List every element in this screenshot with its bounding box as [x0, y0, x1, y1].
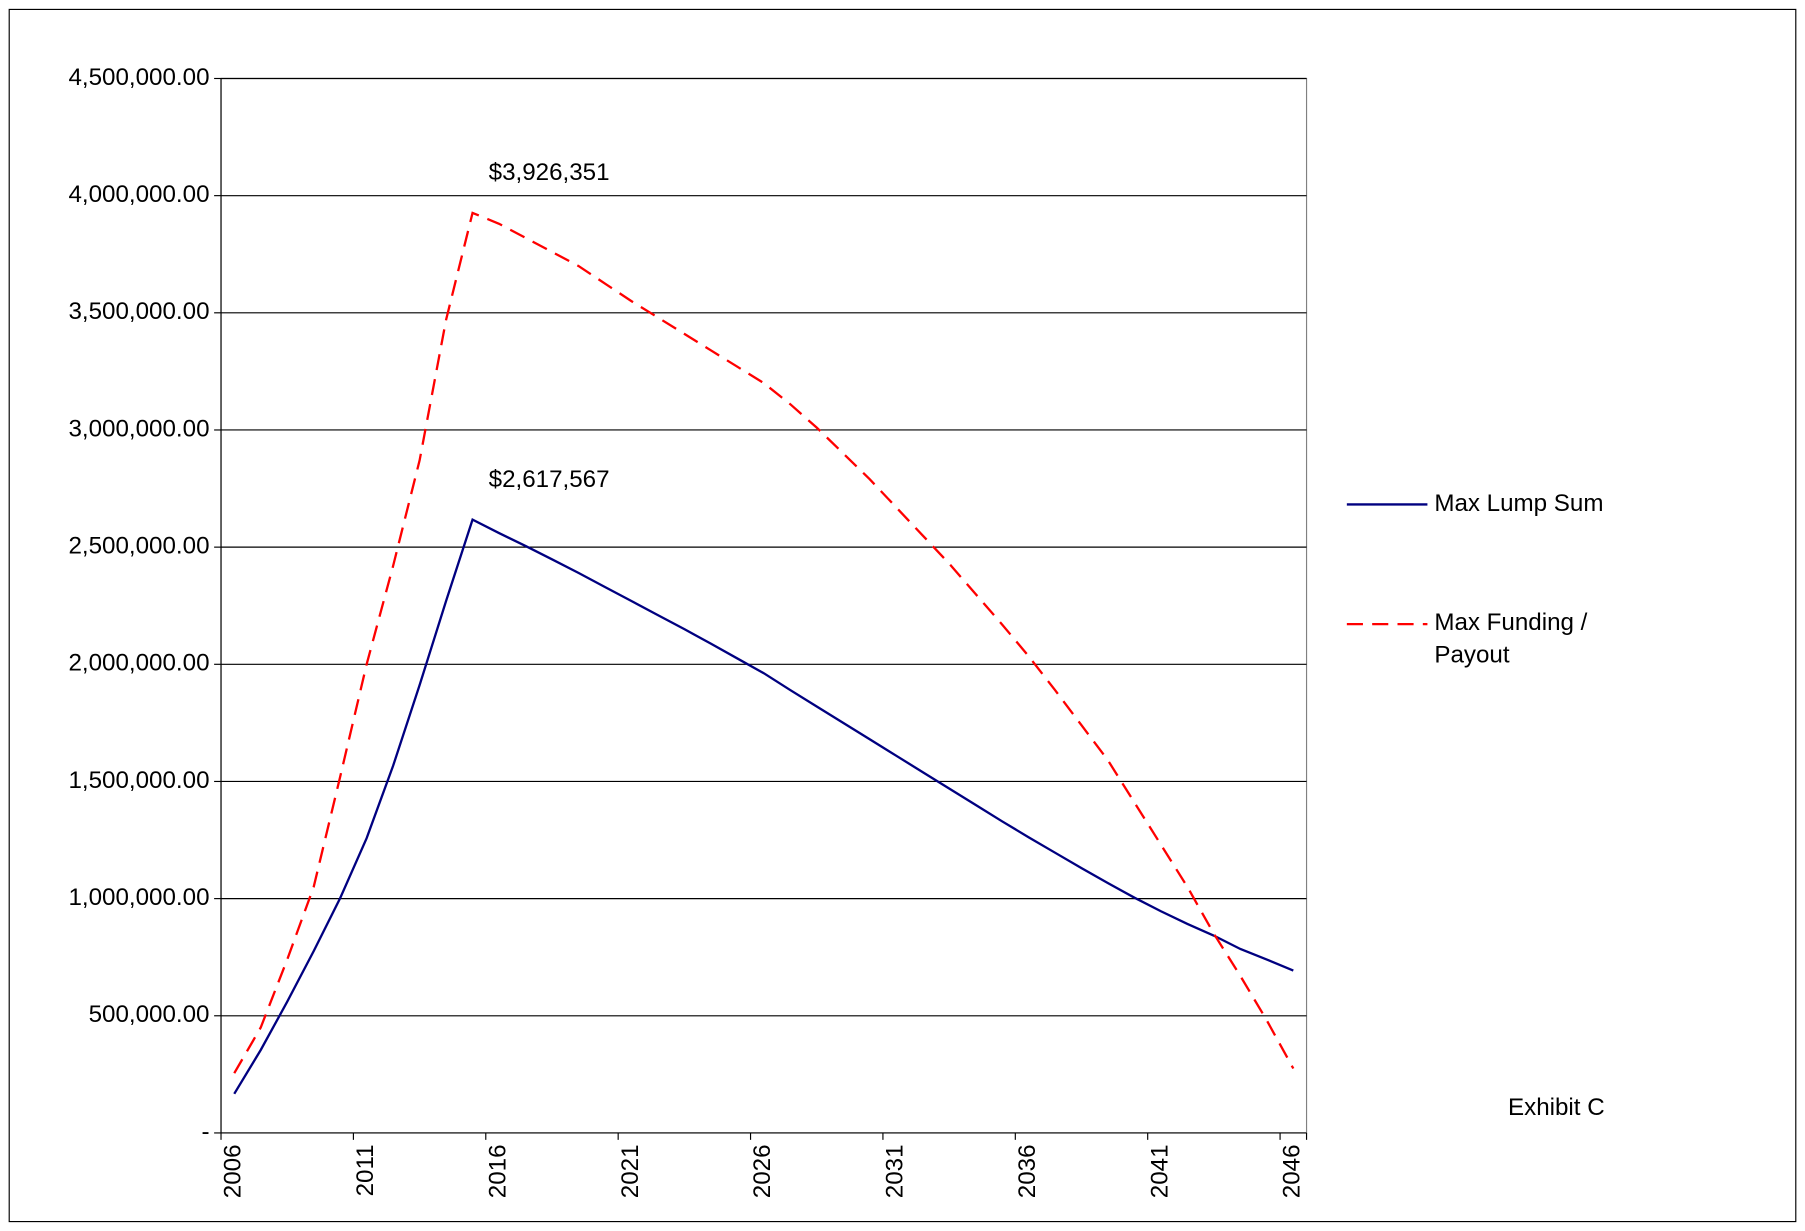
- y-tick-label: 1,500,000.00: [68, 767, 209, 794]
- legend-label-line: Payout: [1434, 642, 1509, 669]
- x-tick-label: 2006: [220, 1144, 247, 1198]
- legend-label: Max Funding / Payout: [1434, 610, 1594, 669]
- x-tick-label: 2041: [1146, 1144, 1173, 1198]
- x-tick-label: 2026: [749, 1144, 776, 1198]
- legend-label-line: Max Funding /: [1434, 610, 1594, 637]
- y-tick-label: -: [201, 1118, 209, 1145]
- y-tick-label: 2,500,000.00: [68, 533, 209, 560]
- data-label: $2,617,567: [489, 466, 610, 493]
- y-tick-label: 1,000,000.00: [68, 884, 209, 911]
- x-tick-label: 2046: [1279, 1144, 1306, 1198]
- y-tick-label: 3,000,000.00: [68, 415, 209, 442]
- series-line: [233, 517, 1294, 1095]
- x-tick-label: 2021: [617, 1144, 644, 1198]
- y-tick-label: 4,000,000.00: [68, 181, 209, 208]
- x-tick-label: 2016: [484, 1144, 511, 1198]
- plot-area: [220, 77, 1308, 1134]
- x-tick-label: 2036: [1014, 1144, 1041, 1198]
- y-tick-label: 2,000,000.00: [68, 650, 209, 677]
- series-line: [233, 211, 1295, 1074]
- y-tick-label: 3,500,000.00: [68, 298, 209, 325]
- y-tick-label: 4,500,000.00: [68, 64, 209, 91]
- y-tick-label: 500,000.00: [89, 1001, 210, 1028]
- legend-label: Max Lump Sum: [1434, 490, 1603, 517]
- x-tick-label: 2011: [352, 1144, 379, 1196]
- data-label: $3,926,351: [489, 159, 610, 186]
- annotation: Exhibit C: [1508, 1094, 1605, 1121]
- x-tick-label: 2031: [882, 1144, 909, 1198]
